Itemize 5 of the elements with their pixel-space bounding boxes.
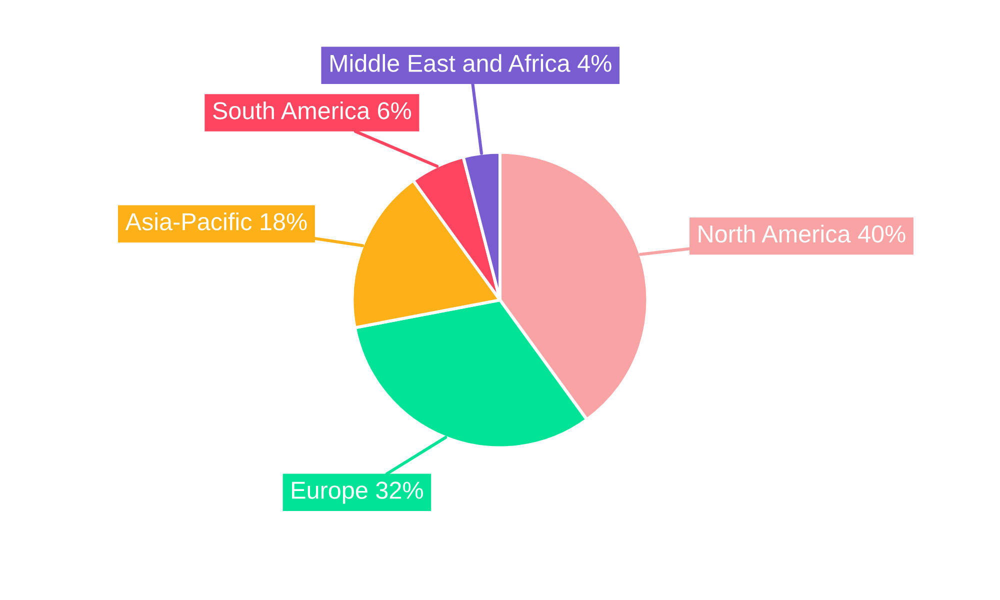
slice-label: South America 6% [213, 101, 412, 120]
slice-label: Europe 32% [292, 482, 423, 504]
slice-label: Asia-Pacific 18% [125, 212, 307, 230]
slice-label: Middle East and Africa 4% [330, 54, 612, 72]
slice-label: North America 40% [698, 224, 906, 243]
